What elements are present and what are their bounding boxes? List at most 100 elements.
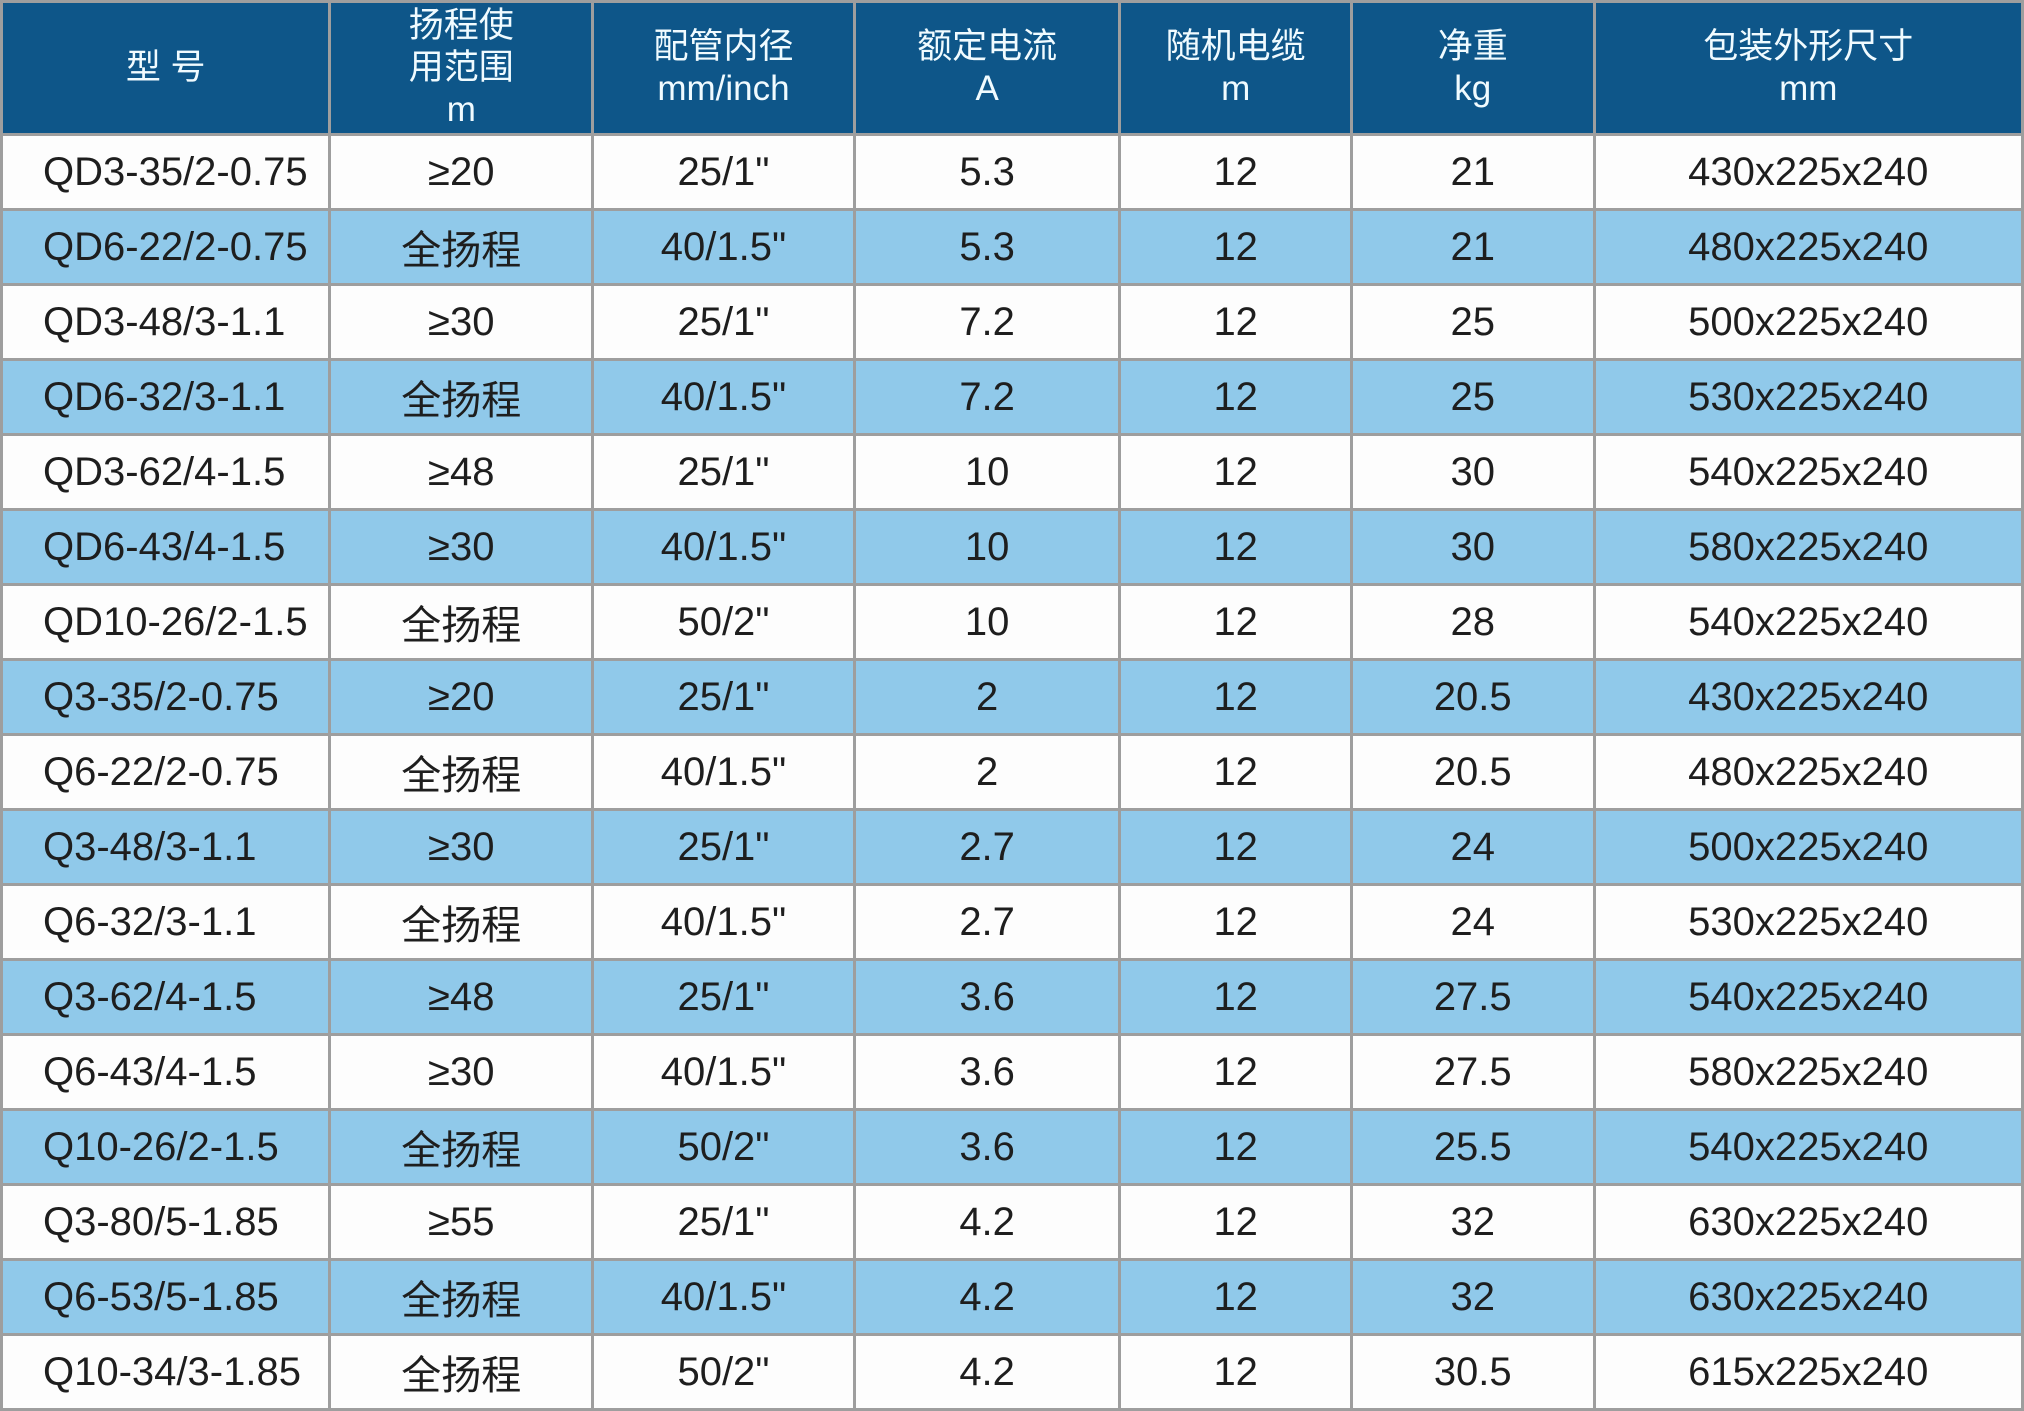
cell-rated_current: 10 xyxy=(852,433,1122,511)
cell-cable_length: 12 xyxy=(1118,1333,1353,1411)
cell-cable_length: 12 xyxy=(1118,883,1353,961)
cell-head_range: 全扬程 xyxy=(328,583,595,661)
cell-head_range: 全扬程 xyxy=(328,358,595,436)
cell-pipe_diameter: 40/1.5" xyxy=(591,358,856,436)
cell-pipe_diameter: 25/1" xyxy=(591,958,856,1036)
cell-rated_current: 3.6 xyxy=(852,1108,1122,1186)
cell-rated_current: 2 xyxy=(852,658,1122,736)
cell-rated_current: 4.2 xyxy=(852,1183,1122,1261)
cell-net_weight: 20.5 xyxy=(1349,658,1596,736)
cell-head_range: 全扬程 xyxy=(328,1333,595,1411)
cell-model: Q10-26/2-1.5 xyxy=(0,1108,332,1186)
cell-model: QD3-35/2-0.75 xyxy=(0,133,332,211)
cell-package_size: 500x225x240 xyxy=(1592,808,2024,886)
cell-cable_length: 12 xyxy=(1118,1033,1353,1111)
cell-rated_current: 2.7 xyxy=(852,808,1122,886)
cell-net_weight: 30.5 xyxy=(1349,1333,1596,1411)
cell-package_size: 500x225x240 xyxy=(1592,283,2024,361)
cell-head_range: ≥48 xyxy=(328,958,595,1036)
cell-package_size: 480x225x240 xyxy=(1592,208,2024,286)
cell-cable_length: 12 xyxy=(1118,583,1353,661)
cell-cable_length: 12 xyxy=(1118,733,1353,811)
cell-package_size: 630x225x240 xyxy=(1592,1258,2024,1336)
cell-model: Q6-53/5-1.85 xyxy=(0,1258,332,1336)
cell-net_weight: 25 xyxy=(1349,358,1596,436)
cell-cable_length: 12 xyxy=(1118,508,1353,586)
cell-pipe_diameter: 40/1.5" xyxy=(591,883,856,961)
cell-rated_current: 4.2 xyxy=(852,1333,1122,1411)
cell-model: QD6-43/4-1.5 xyxy=(0,508,332,586)
cell-model: Q3-62/4-1.5 xyxy=(0,958,332,1036)
cell-pipe_diameter: 50/2" xyxy=(591,1108,856,1186)
cell-package_size: 540x225x240 xyxy=(1592,958,2024,1036)
table-row-QD3-35/2-0.75: QD3-35/2-0.75 ≥20 25/1" 5.3 12 21 430x225x240 xyxy=(0,133,2024,211)
cell-package_size: 530x225x240 xyxy=(1592,883,2024,961)
cell-package_size: 480x225x240 xyxy=(1592,733,2024,811)
table-row-Q6-53/5-1.85: Q6-53/5-1.85 全扬程 40/1.5" 4.2 12 32 630x225x240 xyxy=(0,1258,2024,1336)
header-cell-rated_current: 额定电流 A xyxy=(852,0,1122,136)
cell-cable_length: 12 xyxy=(1118,958,1353,1036)
cell-pipe_diameter: 25/1" xyxy=(591,808,856,886)
cell-model: Q6-22/2-0.75 xyxy=(0,733,332,811)
cell-net_weight: 24 xyxy=(1349,808,1596,886)
cell-model: Q3-80/5-1.85 xyxy=(0,1183,332,1261)
cell-net_weight: 27.5 xyxy=(1349,958,1596,1036)
cell-net_weight: 20.5 xyxy=(1349,733,1596,811)
header-label-line: m xyxy=(1221,69,1251,108)
cell-cable_length: 12 xyxy=(1118,358,1353,436)
header-label-line: mm xyxy=(1779,69,1838,108)
cell-head_range: ≥30 xyxy=(328,808,595,886)
cell-cable_length: 12 xyxy=(1118,1183,1353,1261)
cell-package_size: 580x225x240 xyxy=(1592,1033,2024,1111)
header-cell-model: 型 号 xyxy=(0,0,332,136)
cell-rated_current: 10 xyxy=(852,583,1122,661)
table-row-Q6-32/3-1.1: Q6-32/3-1.1 全扬程 40/1.5" 2.7 12 24 530x225x240 xyxy=(0,883,2024,961)
cell-head_range: ≥55 xyxy=(328,1183,595,1261)
cell-model: QD3-48/3-1.1 xyxy=(0,283,332,361)
cell-head_range: ≥30 xyxy=(328,283,595,361)
cell-cable_length: 12 xyxy=(1118,1108,1353,1186)
cell-rated_current: 5.3 xyxy=(852,208,1122,286)
cell-pipe_diameter: 50/2" xyxy=(591,583,856,661)
header-label-line: A xyxy=(975,69,999,108)
cell-model: Q3-48/3-1.1 xyxy=(0,808,332,886)
header-label-line: 随机电缆 xyxy=(1165,27,1306,66)
table-row-QD6-43/4-1.5: QD6-43/4-1.5 ≥30 40/1.5" 10 12 30 580x225x240 xyxy=(0,508,2024,586)
cell-package_size: 540x225x240 xyxy=(1592,1108,2024,1186)
cell-rated_current: 10 xyxy=(852,508,1122,586)
cell-rated_current: 5.3 xyxy=(852,133,1122,211)
cell-cable_length: 12 xyxy=(1118,808,1353,886)
table-row-QD6-22/2-0.75: QD6-22/2-0.75 全扬程 40/1.5" 5.3 12 21 480x225x24… xyxy=(0,208,2024,286)
cell-net_weight: 25 xyxy=(1349,283,1596,361)
header-label-line: 净重 xyxy=(1437,27,1508,66)
table-row-QD6-32/3-1.1: QD6-32/3-1.1 全扬程 40/1.5" 7.2 12 25 530x225x240 xyxy=(0,358,2024,436)
cell-package_size: 430x225x240 xyxy=(1592,133,2024,211)
cell-package_size: 540x225x240 xyxy=(1592,583,2024,661)
cell-net_weight: 32 xyxy=(1349,1183,1596,1261)
cell-pipe_diameter: 25/1" xyxy=(591,283,856,361)
cell-pipe_diameter: 50/2" xyxy=(591,1333,856,1411)
cell-head_range: 全扬程 xyxy=(328,1258,595,1336)
table-row-QD3-48/3-1.1: QD3-48/3-1.1 ≥30 25/1" 7.2 12 25 500x225x240 xyxy=(0,283,2024,361)
cell-net_weight: 24 xyxy=(1349,883,1596,961)
table-row-Q3-48/3-1.1: Q3-48/3-1.1 ≥30 25/1" 2.7 12 24 500x225x240 xyxy=(0,808,2024,886)
table-row-QD3-62/4-1.5: QD3-62/4-1.5 ≥48 25/1" 10 12 30 540x225x240 xyxy=(0,433,2024,511)
cell-cable_length: 12 xyxy=(1118,1258,1353,1336)
cell-head_range: ≥48 xyxy=(328,433,595,511)
table-row-Q6-43/4-1.5: Q6-43/4-1.5 ≥30 40/1.5" 3.6 12 27.5 580x225x24… xyxy=(0,1033,2024,1111)
cell-head_range: 全扬程 xyxy=(328,733,595,811)
cell-head_range: ≥30 xyxy=(328,1033,595,1111)
cell-cable_length: 12 xyxy=(1118,133,1353,211)
header-cell-head_range: 扬程使 用范围 m xyxy=(328,0,595,136)
table-row-Q3-62/4-1.5: Q3-62/4-1.5 ≥48 25/1" 3.6 12 27.5 540x225x240 xyxy=(0,958,2024,1036)
cell-net_weight: 30 xyxy=(1349,433,1596,511)
cell-model: QD6-32/3-1.1 xyxy=(0,358,332,436)
cell-cable_length: 12 xyxy=(1118,433,1353,511)
cell-head_range: 全扬程 xyxy=(328,208,595,286)
header-label-line: 扬程使 xyxy=(408,6,514,45)
header-label-line: 型 号 xyxy=(125,48,206,87)
table-row-Q3-35/2-0.75: Q3-35/2-0.75 ≥20 25/1" 2 12 20.5 430x225x240 xyxy=(0,658,2024,736)
cell-net_weight: 32 xyxy=(1349,1258,1596,1336)
cell-net_weight: 21 xyxy=(1349,208,1596,286)
